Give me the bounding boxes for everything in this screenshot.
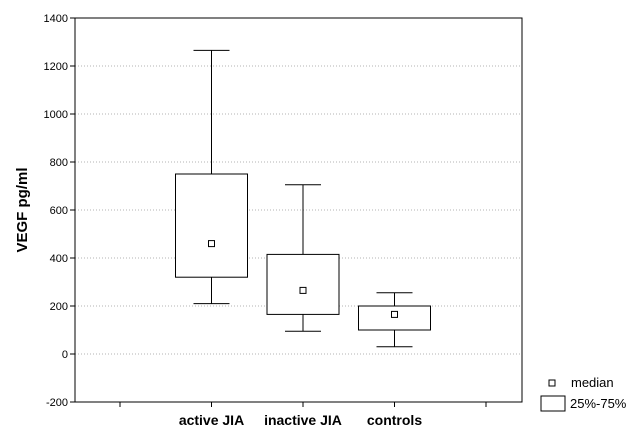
y-axis-ticks: -200 0 200 400 600 800 1000 1200 1400 — [44, 13, 75, 409]
median-marker — [299, 286, 307, 294]
y-tick-label: 0 — [62, 349, 68, 361]
y-tick-label: 800 — [50, 157, 68, 169]
box-0 — [175, 49, 248, 305]
y-tick-label: 1200 — [44, 61, 68, 73]
x-tick-label: controls — [367, 412, 422, 428]
box-plot-series — [175, 49, 431, 348]
plot-area — [74, 17, 523, 403]
x-tick-label: inactive JIA — [264, 412, 342, 428]
legend: median 25%-75% — [540, 375, 627, 412]
iqr-box — [175, 173, 248, 278]
legend-box-label: 25%-75% — [570, 396, 627, 411]
y-axis-title: VEGF pg/ml — [14, 167, 31, 252]
y-tick-label: -200 — [46, 397, 68, 409]
y-tick-label: 400 — [50, 253, 68, 265]
legend-box-symbol — [540, 395, 566, 412]
y-tick-label: 200 — [50, 301, 68, 313]
iqr-box — [266, 253, 340, 315]
legend-median-symbol — [548, 379, 556, 387]
box-2 — [358, 292, 431, 348]
median-marker — [208, 240, 215, 248]
legend-median-label: median — [571, 375, 614, 390]
y-tick-label: 1400 — [44, 13, 68, 25]
y-tick-label: 1000 — [44, 109, 68, 121]
grid-lines — [75, 65, 522, 355]
x-tick-label: active JIA — [179, 412, 244, 428]
y-tick-label: 600 — [50, 205, 68, 217]
x-axis-ticks: active JIA inactive JIA controls — [119, 402, 487, 428]
iqr-box — [358, 305, 431, 331]
median-marker — [391, 310, 398, 318]
box-1 — [266, 184, 340, 332]
